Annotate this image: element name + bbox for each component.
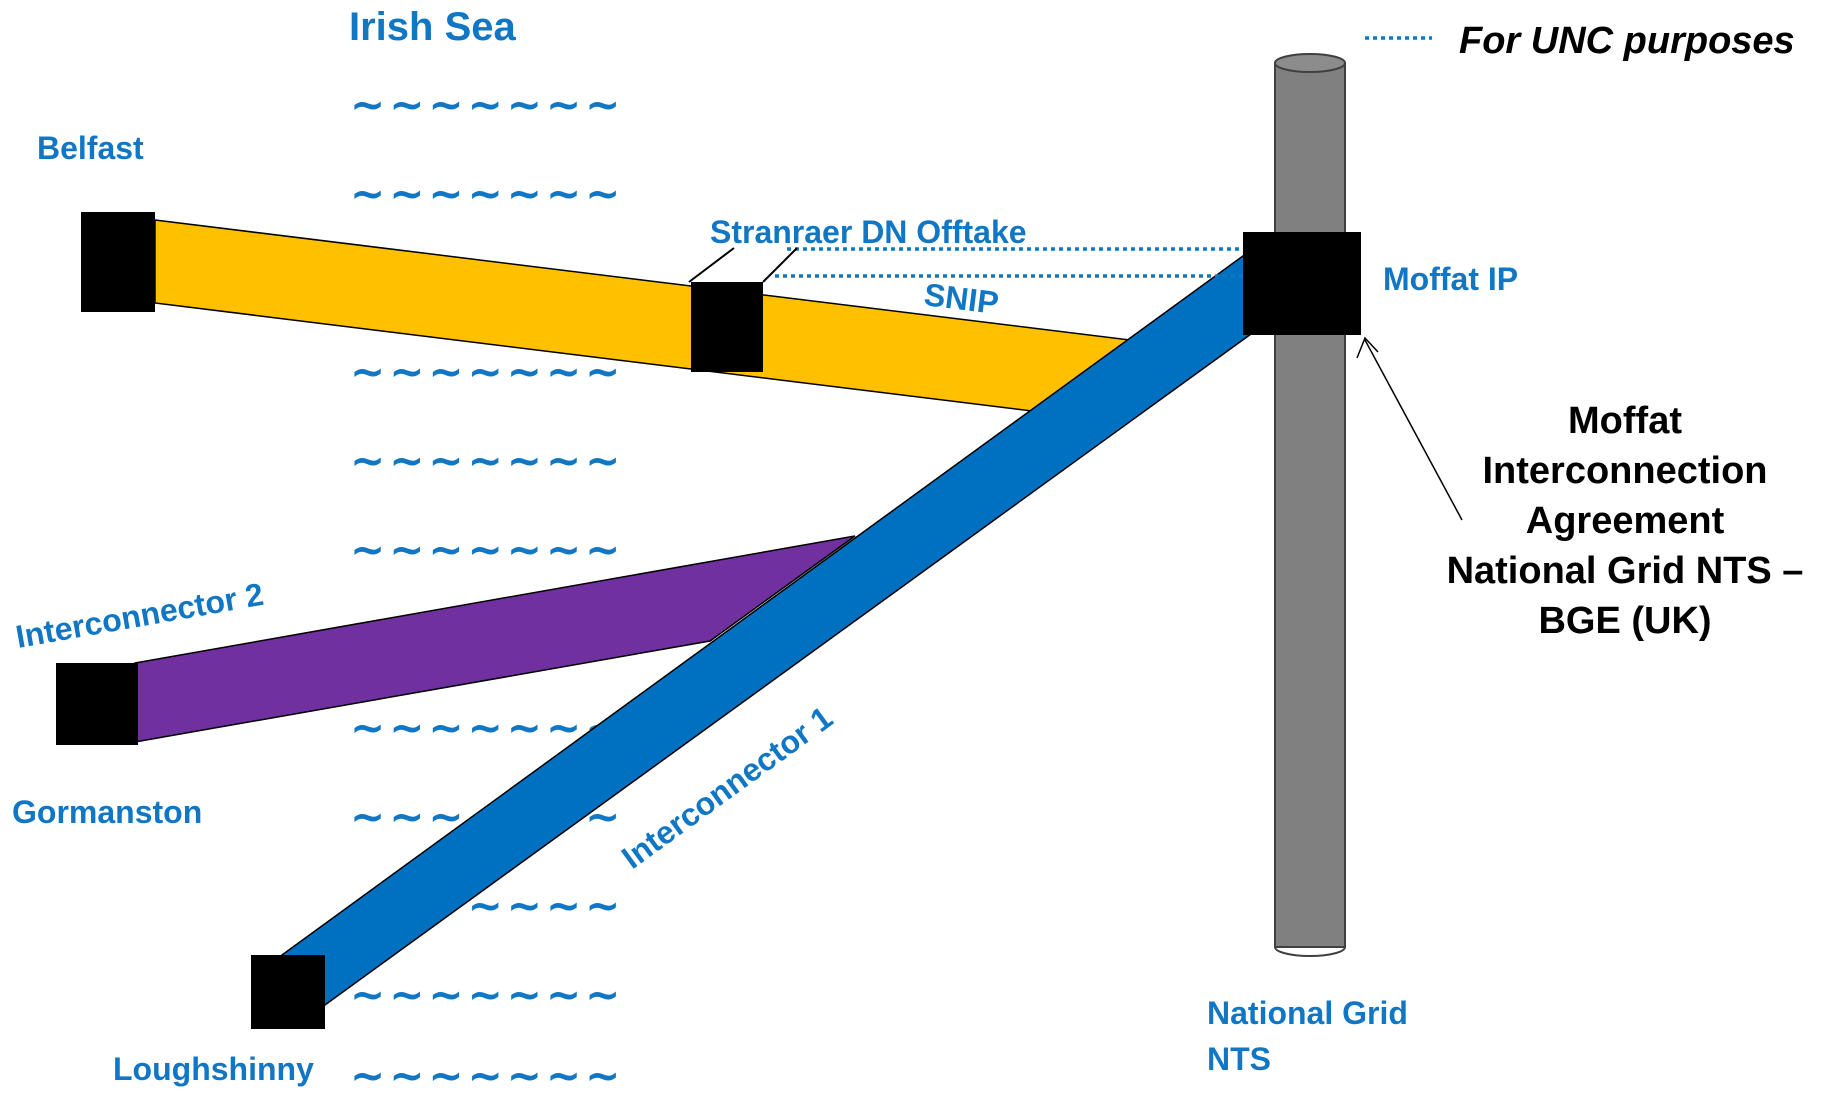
wave-row: ~~~~~~~ bbox=[350, 436, 624, 485]
agreement-line: Moffat bbox=[1568, 400, 1682, 442]
moffat-agreement-text: Moffat Interconnection Agreement Nationa… bbox=[1447, 400, 1804, 642]
wave-row: ~~~~~~~ bbox=[350, 970, 624, 1019]
wave-row: ~~~~~~~ bbox=[350, 525, 624, 574]
belfast-node bbox=[81, 212, 155, 312]
agreement-line: National Grid NTS – bbox=[1447, 550, 1804, 592]
wave-row: ~~~~~~~ bbox=[350, 80, 624, 129]
nts-label-line2: NTS bbox=[1207, 1041, 1271, 1077]
agreement-line: BGE (UK) bbox=[1538, 600, 1711, 642]
belfast-label: Belfast bbox=[37, 130, 144, 166]
wave-row: ~~~~~~~ bbox=[350, 1051, 624, 1099]
stranraer-label: Stranraer DN Offtake bbox=[710, 214, 1027, 250]
gormanston-label: Gormanston bbox=[12, 794, 202, 830]
national-grid-nts-pipe bbox=[1274, 53, 1346, 957]
irish-sea-label: Irish Sea bbox=[349, 5, 517, 49]
gormanston-node bbox=[56, 663, 138, 745]
stranraer-node bbox=[691, 282, 763, 372]
unc-dotted-lines bbox=[775, 247, 1250, 278]
agreement-line: Interconnection bbox=[1482, 450, 1767, 492]
nts-label-line1: National Grid bbox=[1207, 995, 1408, 1031]
moffat-ip-label: Moffat IP bbox=[1383, 261, 1518, 297]
agreement-line: Agreement bbox=[1526, 500, 1725, 542]
legend: For UNC purposes bbox=[1365, 20, 1795, 62]
leader-lines bbox=[688, 247, 1463, 521]
legend-label: For UNC purposes bbox=[1459, 20, 1795, 62]
loughshinny-node bbox=[251, 955, 325, 1029]
loughshinny-label: Loughshinny bbox=[113, 1051, 314, 1087]
snip-label: SNIP bbox=[922, 276, 1001, 321]
wave-row: ~~~~~~~ bbox=[350, 169, 624, 218]
interconnector-2-label: Interconnector 2 bbox=[13, 576, 266, 655]
moffat-ip-node bbox=[1243, 232, 1361, 335]
